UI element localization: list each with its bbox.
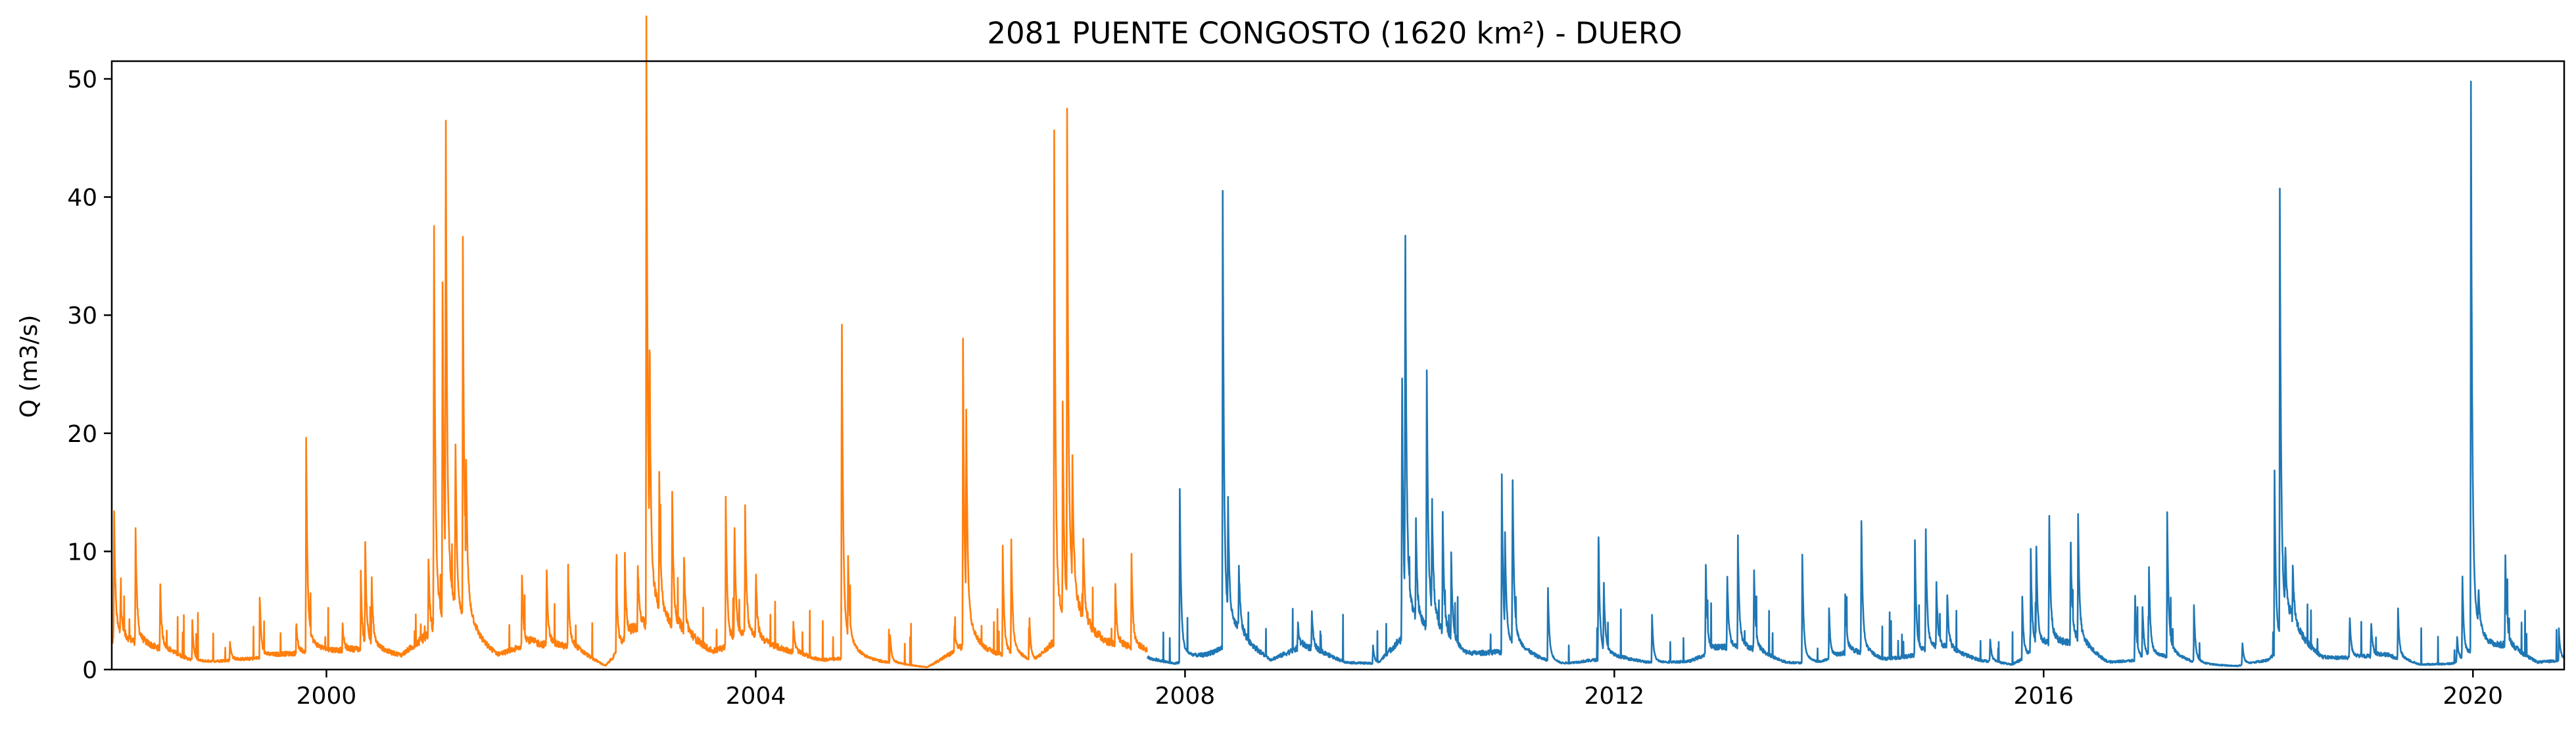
x-tick-label: 2012 [1585,683,1645,710]
x-tick-label: 2008 [1155,683,1216,710]
x-tick-label: 2000 [297,683,357,710]
series-line-0 [111,15,1148,668]
y-tick-label: 0 [82,657,97,684]
chart-title: 2081 PUENTE CONGOSTO (1620 km²) - DUERO [987,16,1682,51]
series-line-1 [1147,80,2565,668]
y-tick-label: 50 [67,66,97,93]
x-tick-label: 2004 [726,683,786,710]
y-axis-label: Q (m3/s) [16,315,43,418]
y-tick-label: 10 [67,539,97,566]
plot-frame [110,60,2565,671]
y-tick-label: 30 [67,303,97,330]
y-tick-label: 40 [67,185,97,212]
x-tick-label: 2016 [2013,683,2074,710]
series-layer [111,15,2565,668]
x-tick-label: 2020 [2443,683,2503,710]
ticks-layer: 2000 2004 2008 2012 2016 2020 0 10 20 30 40 50 [67,66,2503,710]
y-tick-label: 20 [67,421,97,448]
